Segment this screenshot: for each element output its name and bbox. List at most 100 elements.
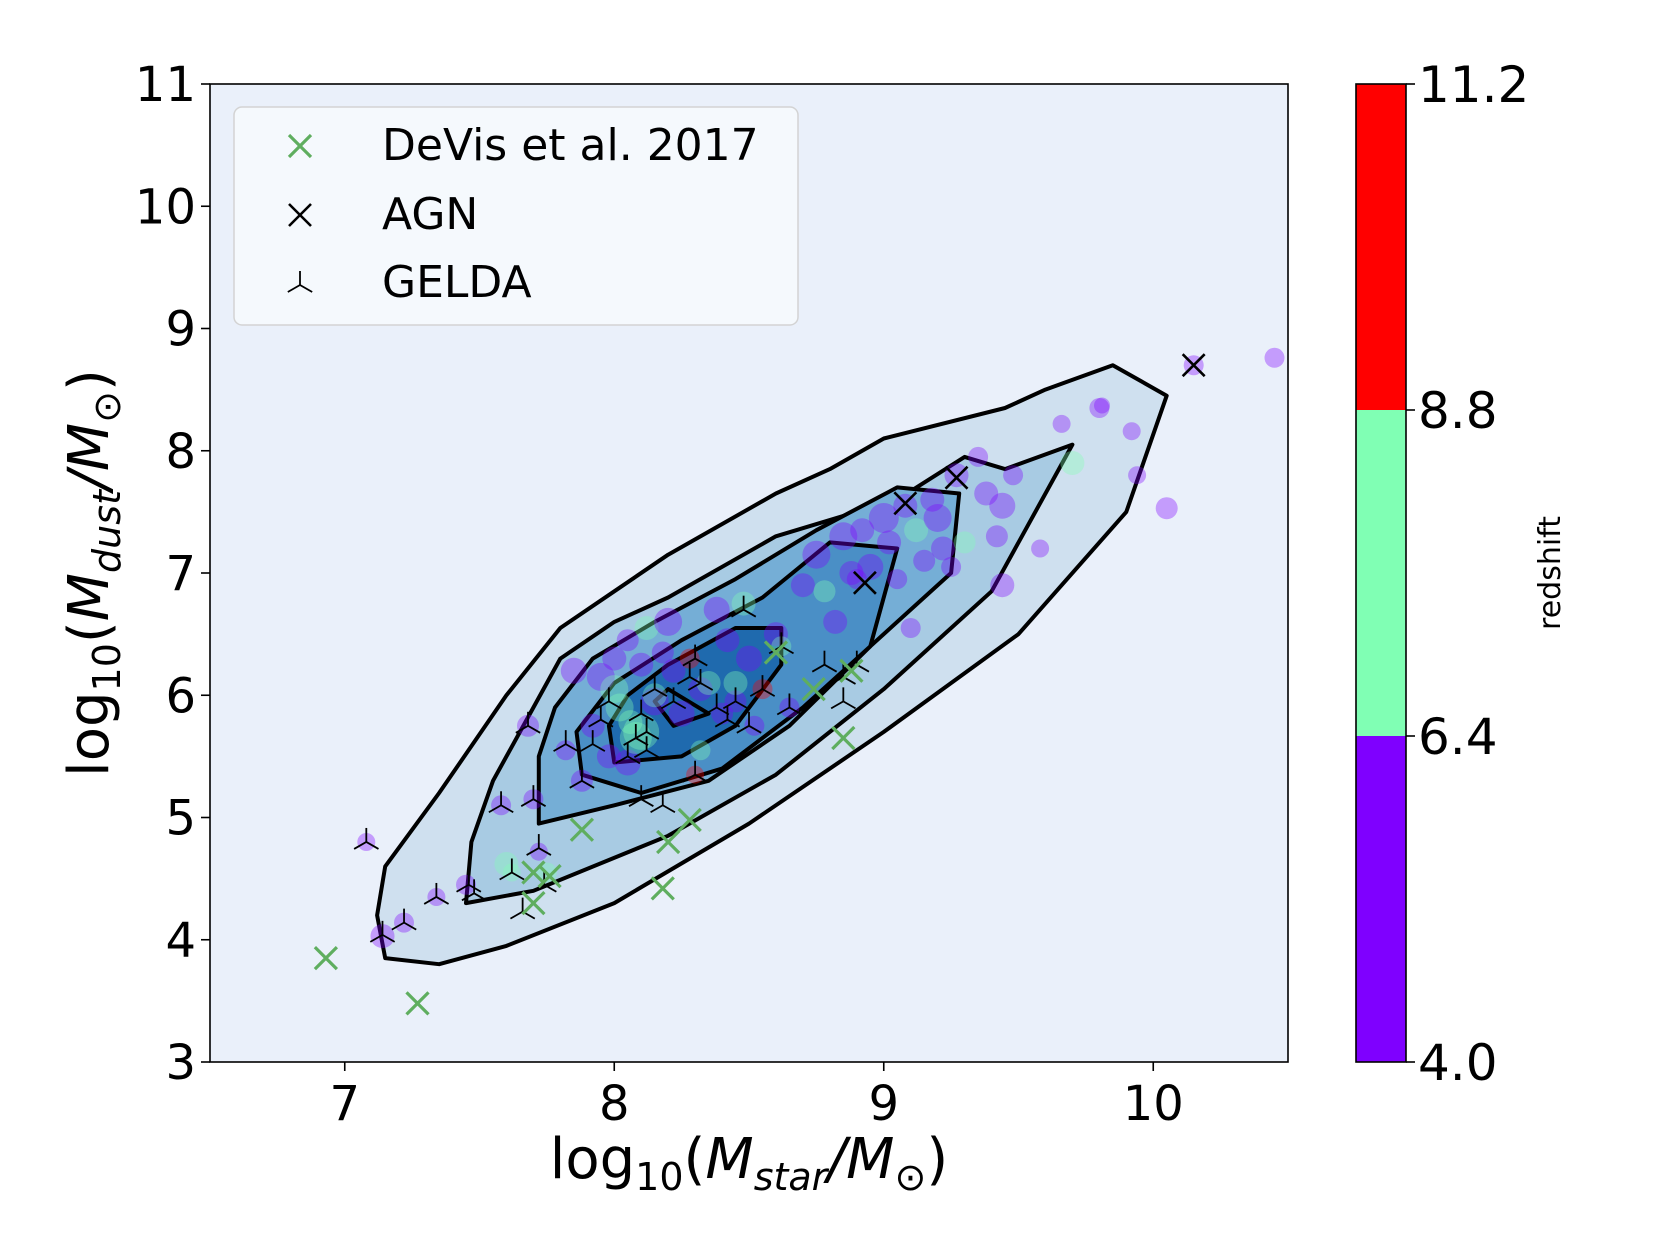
gelda-marker — [730, 595, 757, 618]
contour-level-6 — [652, 687, 711, 728]
galaxy-point — [651, 641, 674, 664]
galaxy-point — [723, 671, 748, 695]
markers-layer — [313, 353, 1206, 1016]
galaxy-point — [456, 874, 476, 895]
galaxy-point — [813, 580, 836, 603]
y-tick-label: 7 — [165, 546, 196, 602]
galaxy-point — [923, 504, 952, 532]
galaxy-point — [555, 740, 576, 761]
agn-marker — [1181, 353, 1206, 378]
gelda-marker — [461, 879, 487, 902]
galaxy-point — [893, 493, 918, 518]
galaxy-point — [1264, 347, 1285, 368]
agn-marker — [893, 491, 918, 516]
gelda-marker — [714, 705, 741, 728]
devis-marker — [650, 876, 675, 901]
contour-layer — [375, 363, 1169, 967]
gelda-marker — [515, 711, 541, 734]
galaxy-point — [1128, 466, 1147, 485]
galaxy-point — [989, 492, 1016, 519]
gelda-marker — [353, 827, 379, 850]
gelda-marker — [650, 791, 676, 814]
gelda-marker — [749, 675, 776, 697]
y-tick-label: 10 — [135, 179, 196, 235]
galaxy-point — [1155, 497, 1178, 520]
galaxy-point — [1031, 539, 1050, 558]
gelda-marker — [553, 730, 579, 752]
x-axis: 7 8 9 10 — [329, 1062, 1184, 1132]
galaxy-point — [920, 487, 945, 512]
galaxy-point — [850, 518, 875, 543]
y-tick-label: 5 — [165, 791, 196, 847]
devis-marker — [313, 945, 339, 971]
galaxy-point — [1094, 397, 1110, 414]
galaxy-point — [985, 525, 1008, 548]
galaxy-point — [616, 629, 639, 652]
legend-label-devis: DeVis et al. 2017 — [382, 120, 759, 171]
gelda-marker — [499, 858, 525, 881]
galaxy-point — [642, 683, 667, 708]
agn-marker — [852, 570, 877, 595]
galaxy-point — [904, 518, 929, 543]
colorbar-band — [1356, 736, 1406, 1062]
galaxy-point — [1003, 465, 1024, 486]
galaxy-point — [688, 677, 713, 702]
colorbar-frame — [1355, 83, 1407, 1063]
galaxy-point — [715, 628, 740, 653]
galaxy-point — [900, 618, 921, 638]
galaxy-point — [953, 531, 976, 554]
gelda-marker — [391, 908, 417, 931]
points-layer — [357, 347, 1285, 949]
gelda-marker — [830, 687, 856, 710]
legend-label-gelda: GELDA — [382, 257, 532, 308]
gelda-marker — [526, 834, 552, 856]
legend-label-agn: AGN — [382, 189, 478, 240]
galaxy-point — [829, 522, 858, 551]
galaxy-point — [974, 481, 999, 506]
gelda-marker — [628, 699, 654, 722]
galaxy-point — [560, 657, 587, 684]
galaxy-point — [600, 675, 629, 704]
gelda-marker — [423, 882, 450, 905]
y-axis: 3 4 5 6 7 8 9 10 11 — [135, 57, 210, 1091]
devis-marker — [839, 658, 864, 683]
y-tick-label: 4 — [165, 913, 196, 969]
galaxy-point — [802, 540, 831, 569]
colorbar-band — [1356, 410, 1406, 736]
galaxy-point — [931, 536, 955, 561]
legend: DeVis et al. 2017 AGN GELDA — [233, 106, 799, 326]
y-axis-label: log10(Mdust/M⊙) — [57, 369, 129, 777]
galaxy-point — [602, 646, 627, 671]
galaxy-point — [868, 503, 899, 533]
devis-marker — [569, 817, 595, 842]
galaxy-point — [696, 671, 721, 695]
legend-devis-cross — [287, 133, 313, 159]
galaxy-point — [1089, 398, 1110, 418]
x-tick-label: 8 — [599, 1076, 630, 1132]
galaxy-point — [913, 549, 936, 572]
colorbar-tick-label: 11.2 — [1418, 56, 1529, 114]
galaxy-point — [1122, 422, 1141, 441]
legend-gelda-tri — [287, 271, 313, 293]
gelda-marker — [776, 693, 803, 716]
gelda-marker — [722, 687, 749, 710]
gelda-marker — [588, 705, 614, 728]
devis-marker — [677, 807, 702, 833]
devis-marker — [405, 991, 430, 1016]
galaxy-point — [668, 700, 695, 727]
gelda-marker — [682, 760, 708, 783]
y-tick-label: 8 — [165, 424, 196, 480]
galaxy-point — [580, 713, 605, 738]
y-tick-label: 6 — [165, 668, 196, 724]
gelda-marker — [628, 785, 654, 807]
gelda-marker — [642, 675, 668, 697]
x-tick-label: 7 — [329, 1076, 360, 1132]
galaxy-point — [618, 710, 643, 735]
galaxy-point — [614, 749, 641, 776]
galaxy-point — [661, 658, 686, 683]
galaxy-point — [877, 530, 902, 555]
devis-marker — [763, 640, 789, 665]
galaxy-point — [790, 573, 815, 598]
galaxy-point — [823, 609, 848, 634]
galaxy-point — [941, 556, 962, 577]
